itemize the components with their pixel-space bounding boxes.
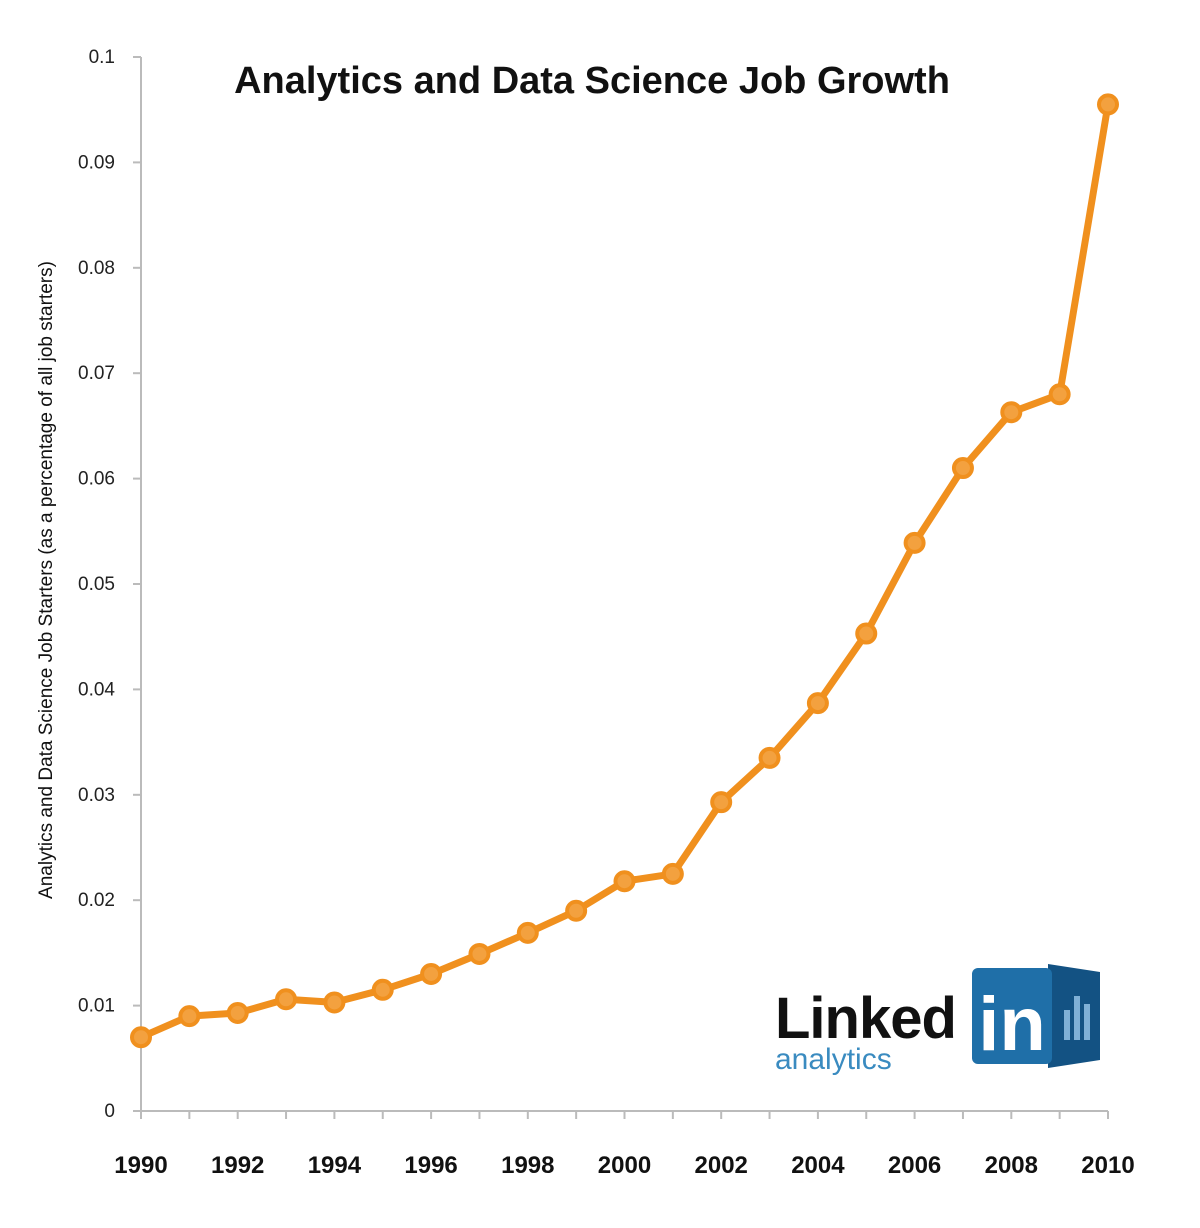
y-tick-label: 0.06 (78, 469, 115, 490)
y-tick-label: 0.01 (78, 996, 115, 1017)
x-tick-label: 2008 (985, 1152, 1038, 1179)
x-tick-label: 1992 (211, 1152, 264, 1179)
y-tick-label: 0.04 (78, 679, 115, 700)
data-point (178, 1005, 201, 1028)
x-tick-label: 1994 (308, 1152, 362, 1179)
y-tick-label: 0.02 (78, 890, 115, 911)
y-tick-label: 0.05 (78, 574, 115, 595)
y-tick-label: 0.1 (89, 47, 115, 68)
data-point (613, 870, 636, 893)
data-point (226, 1001, 249, 1024)
logo-badge-text: in (978, 982, 1046, 1067)
logo-sub: analytics (775, 1043, 892, 1076)
data-point (565, 899, 588, 922)
data-point (1048, 383, 1071, 406)
data-point (758, 746, 781, 769)
y-tick-label: 0.03 (78, 785, 115, 806)
data-point (710, 791, 733, 814)
x-axis-ticks: 1990 1992 1994 1996 1998 2000 2002 2004 2006 2008… (114, 1111, 1135, 1179)
y-axis-ticks: 0 0.01 0.02 0.03 0.04 0.05 0.06 0.07 0.08 0.09 0.1 (78, 47, 141, 1122)
bar-chart-icon (1064, 996, 1090, 1040)
data-point (130, 1026, 152, 1049)
data-point (1097, 93, 1119, 116)
data-point (516, 921, 539, 944)
x-tick-label: 1996 (404, 1152, 457, 1179)
x-tick-label: 2004 (791, 1152, 845, 1179)
x-tick-label: 2006 (888, 1152, 941, 1179)
y-tick-label: 0.09 (78, 152, 115, 173)
data-point (661, 862, 684, 885)
data-point (371, 978, 394, 1001)
linkedin-analytics-logo: Linked analytics in (775, 964, 1100, 1076)
y-tick-label: 0.07 (78, 363, 115, 384)
x-tick-label: 1998 (501, 1152, 554, 1179)
y-axis-label: Analytics and Data Science Job Starters … (36, 261, 57, 899)
x-tick-label: 1990 (114, 1152, 167, 1179)
y-tick-label: 0.08 (78, 258, 115, 279)
data-point (323, 991, 346, 1014)
x-tick-label: 2010 (1081, 1152, 1134, 1179)
logo-word: Linked (775, 986, 956, 1051)
x-tick-label: 2002 (695, 1152, 748, 1179)
data-point (420, 962, 443, 985)
logo-badge (972, 968, 1052, 1064)
data-point (468, 942, 491, 965)
data-point (806, 692, 829, 715)
chart-title: Analytics and Data Science Job Growth (234, 60, 950, 102)
data-point (855, 622, 878, 645)
data-point (903, 531, 926, 554)
series-group (130, 93, 1119, 1049)
x-tick-label: 2000 (598, 1152, 651, 1179)
y-tick-label: 0 (104, 1101, 115, 1122)
data-point (951, 457, 974, 480)
data-point (275, 988, 298, 1011)
data-point (1000, 401, 1023, 424)
